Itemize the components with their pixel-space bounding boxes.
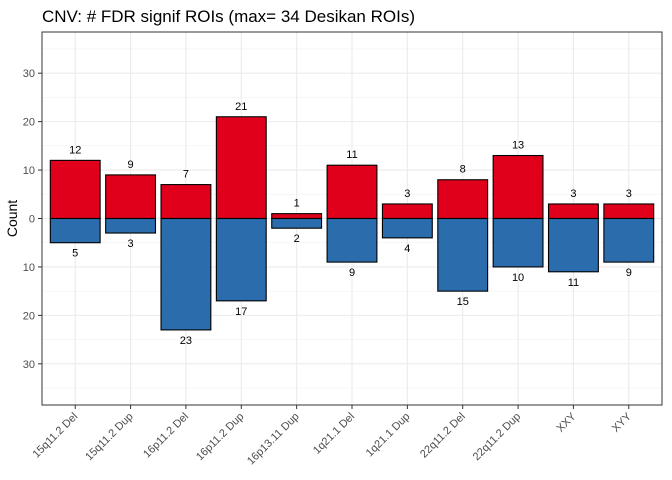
y-tick-label: 20	[23, 117, 35, 129]
data-label: 7	[183, 169, 189, 181]
y-tick-label: 30	[23, 359, 35, 371]
bar-down-6	[381, 217, 433, 239]
bar-up-2	[160, 184, 212, 220]
x-tick-label: 22q11.2 Dup	[471, 411, 523, 463]
bar-up-10	[603, 203, 655, 220]
data-label: 9	[349, 267, 355, 279]
bar-up-6	[381, 203, 433, 220]
data-label: 3	[128, 238, 134, 250]
x-tick-label: 15q11.2 Del	[30, 411, 80, 461]
x-tick-label: XYY	[610, 410, 635, 435]
bar-down-4	[271, 217, 323, 229]
x-tick-label: 22q11.2 Del	[418, 411, 468, 461]
y-tick-label: 10	[23, 262, 35, 274]
data-label: 9	[626, 267, 632, 279]
y-tick-label: 10	[23, 165, 35, 177]
bar-up-7	[437, 179, 489, 220]
bars	[49, 116, 655, 331]
bar-down-2	[160, 217, 212, 331]
data-label: 3	[404, 188, 410, 200]
bar-down-10	[603, 217, 655, 263]
data-label: 5	[72, 248, 78, 260]
data-label: 21	[235, 101, 247, 113]
data-label: 12	[69, 144, 81, 156]
data-label: 4	[404, 243, 410, 255]
x-tick-label: 1q21.1 Del	[311, 411, 357, 457]
data-label: 23	[180, 335, 192, 347]
bar-up-0	[49, 159, 101, 220]
data-label: 10	[512, 272, 524, 284]
bar-down-3	[215, 217, 267, 302]
data-label: 3	[626, 188, 632, 200]
bar-down-0	[49, 217, 101, 244]
y-axis-ticks: 30 20 10 0 10 20 30	[23, 68, 42, 371]
data-label: 3	[570, 188, 576, 200]
data-label: 11	[568, 277, 579, 289]
y-tick-label: 20	[23, 310, 35, 322]
data-label: 1	[294, 198, 300, 210]
bar-down-9	[547, 217, 599, 273]
bar-up-3	[215, 116, 267, 220]
data-label: 11	[346, 149, 357, 161]
x-axis-ticks: 15q11.2 Del 15q11.2 Dup 16p11.2 Del 16p11.2…	[30, 405, 634, 467]
data-label: 15	[457, 296, 469, 308]
bar-down-5	[326, 217, 378, 263]
bar-down-8	[492, 217, 544, 268]
bar-up-5	[326, 164, 378, 220]
data-label: 17	[235, 306, 247, 318]
bar-up-1	[105, 174, 157, 220]
bar-up-9	[547, 203, 599, 220]
bar-down-7	[437, 217, 489, 292]
y-tick-label: 0	[29, 214, 35, 226]
y-axis-label: Count	[4, 200, 20, 237]
data-label: 13	[512, 140, 524, 152]
x-tick-label: 16p11.2 Dup	[194, 411, 246, 463]
data-label: 2	[294, 233, 300, 245]
bar-down-1	[105, 217, 157, 234]
chart-title: CNV: # FDR signif ROIs (max= 34 Desikan …	[42, 7, 415, 26]
bar-up-4	[271, 213, 323, 220]
y-tick-label: 30	[23, 68, 35, 80]
bar-up-8	[492, 154, 544, 220]
data-label: 8	[460, 164, 466, 176]
x-tick-label: 16p13.11 Dup	[245, 411, 302, 468]
x-tick-label: 16p11.2 Del	[141, 411, 191, 461]
x-tick-label: 1q21.1 Dup	[364, 411, 413, 460]
data-label: 9	[128, 159, 134, 171]
x-tick-label: XXY	[554, 410, 579, 435]
x-tick-label: 15q11.2 Dup	[83, 411, 135, 463]
